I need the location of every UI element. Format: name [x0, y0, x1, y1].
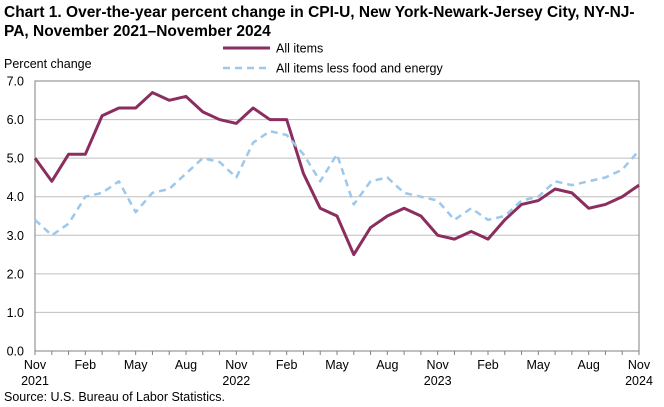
legend-label: All items	[276, 42, 323, 56]
x-tick-label: Nov	[427, 358, 450, 372]
y-tick-label: 1.0	[7, 306, 24, 320]
x-tick-year-label: 2024	[625, 374, 653, 388]
x-tick-label: May	[124, 358, 148, 372]
x-tick-label: Nov	[628, 358, 651, 372]
gridlines	[35, 80, 639, 313]
series-line-core	[34, 129, 640, 237]
series-lines	[33, 91, 640, 257]
x-tick-label: Aug	[578, 358, 600, 372]
x-tick-label: Feb	[75, 358, 97, 372]
legend-label: All items less food and energy	[276, 62, 444, 76]
y-tick-label: 3.0	[7, 229, 24, 243]
x-tick-label: Aug	[376, 358, 398, 372]
axes: 0.0 1.0 2.0 3.0 4.0 5.0 6.0 7.0 Nov 2021 Feb May Aug…	[7, 75, 653, 389]
x-tick-label: May	[527, 358, 551, 372]
y-axis-label: Percent change	[4, 57, 92, 71]
x-tick-year-label: 2022	[222, 374, 250, 388]
x-tick-label: Nov	[225, 358, 248, 372]
x-tick-year-label: 2023	[424, 374, 452, 388]
source-note: Source: U.S. Bureau of Labor Statistics.	[4, 390, 225, 404]
x-tick-label: Feb	[477, 358, 499, 372]
chart-title: Chart 1. Over-the-year percent change in…	[4, 4, 635, 40]
x-tick-year-label: 2021	[21, 374, 49, 388]
legend: All items All items less food and energy	[223, 42, 444, 76]
x-tick-label: Nov	[24, 358, 47, 372]
x-tick-label: Aug	[175, 358, 197, 372]
y-tick-label: 2.0	[7, 267, 24, 281]
y-tick-label: 0.0	[7, 345, 24, 359]
y-tick-label: 7.0	[7, 75, 24, 89]
series-line-all-items	[33, 91, 640, 257]
y-tick-label: 6.0	[7, 113, 24, 127]
x-tick-label: Feb	[276, 358, 298, 372]
x-tick-label: May	[325, 358, 349, 372]
y-tick-label: 5.0	[7, 152, 24, 166]
y-tick-label: 4.0	[7, 190, 24, 204]
